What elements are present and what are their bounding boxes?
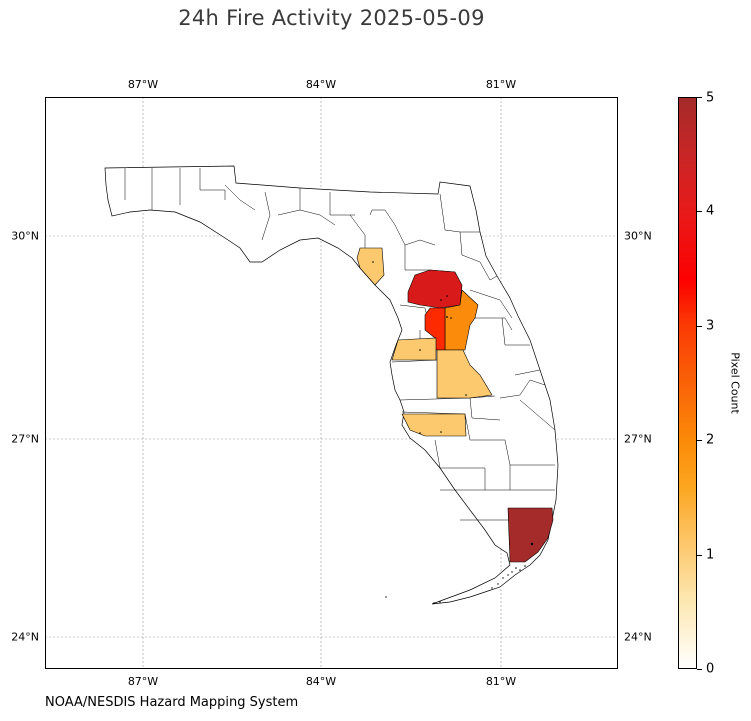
colorbar-tick-1: 1 — [706, 547, 715, 563]
fire-dot — [450, 317, 452, 319]
lon-tick-top-87w: 87°W — [127, 78, 159, 91]
colorbar-tick-5: 5 — [706, 90, 715, 106]
fire-dot — [446, 316, 448, 318]
chart-title: 24h Fire Activity 2025-05-09 — [178, 6, 485, 30]
lat-tick-left-30n: 30°N — [11, 229, 39, 243]
fire-dot — [530, 542, 534, 546]
lon-tick-bottom-81w: 81°W — [485, 675, 517, 688]
colorbar-label: Pixel Count — [728, 352, 742, 414]
fire-dot — [440, 431, 442, 433]
florida-outline — [104, 165, 559, 605]
colorbar-tick-4: 4 — [706, 203, 715, 219]
county-charlotte — [401, 413, 467, 437]
florida-keys — [385, 565, 526, 604]
colorbar-tickmark — [697, 669, 702, 670]
lon-tick-top-81w: 81°W — [485, 78, 517, 91]
map-panel — [45, 97, 618, 669]
fire-counties — [356, 247, 554, 563]
fire-dot — [465, 394, 467, 396]
lat-tick-right-24n: 24°N — [624, 630, 652, 644]
fire-dot — [419, 432, 421, 434]
colorbar-tickmark — [697, 211, 702, 212]
colorbar — [678, 97, 697, 669]
lat-tick-right-30n: 30°N — [624, 229, 652, 243]
fire-detections — [372, 261, 534, 546]
fire-dot — [446, 295, 448, 297]
lon-tick-bottom-84w: 84°W — [305, 675, 337, 688]
lat-tick-right-27n: 27°N — [624, 432, 652, 446]
colorbar-tickmark — [697, 326, 702, 327]
colorbar-tickmark — [697, 97, 702, 98]
colorbar-tick-2: 2 — [706, 432, 715, 448]
colorbar-tick-0: 0 — [706, 661, 715, 677]
colorbar-tickmark — [697, 440, 702, 441]
county-pasco — [391, 337, 437, 361]
lat-tick-left-27n: 27°N — [11, 432, 39, 446]
fire-dot — [419, 349, 421, 351]
source-caption: NOAA/NESDIS Hazard Mapping System — [45, 695, 299, 710]
county-dixie — [356, 247, 385, 286]
colorbar-tick-3: 3 — [706, 318, 715, 334]
lon-tick-bottom-87w: 87°W — [127, 675, 159, 688]
county-marion — [407, 269, 463, 309]
colorbar-tickmark — [697, 555, 702, 556]
lat-tick-left-24n: 24°N — [11, 630, 39, 644]
lon-tick-top-84w: 84°W — [305, 78, 337, 91]
county-miami-dade — [507, 507, 554, 563]
fire-dot — [440, 299, 442, 301]
county-polk — [436, 349, 493, 399]
fire-dot — [372, 261, 374, 263]
